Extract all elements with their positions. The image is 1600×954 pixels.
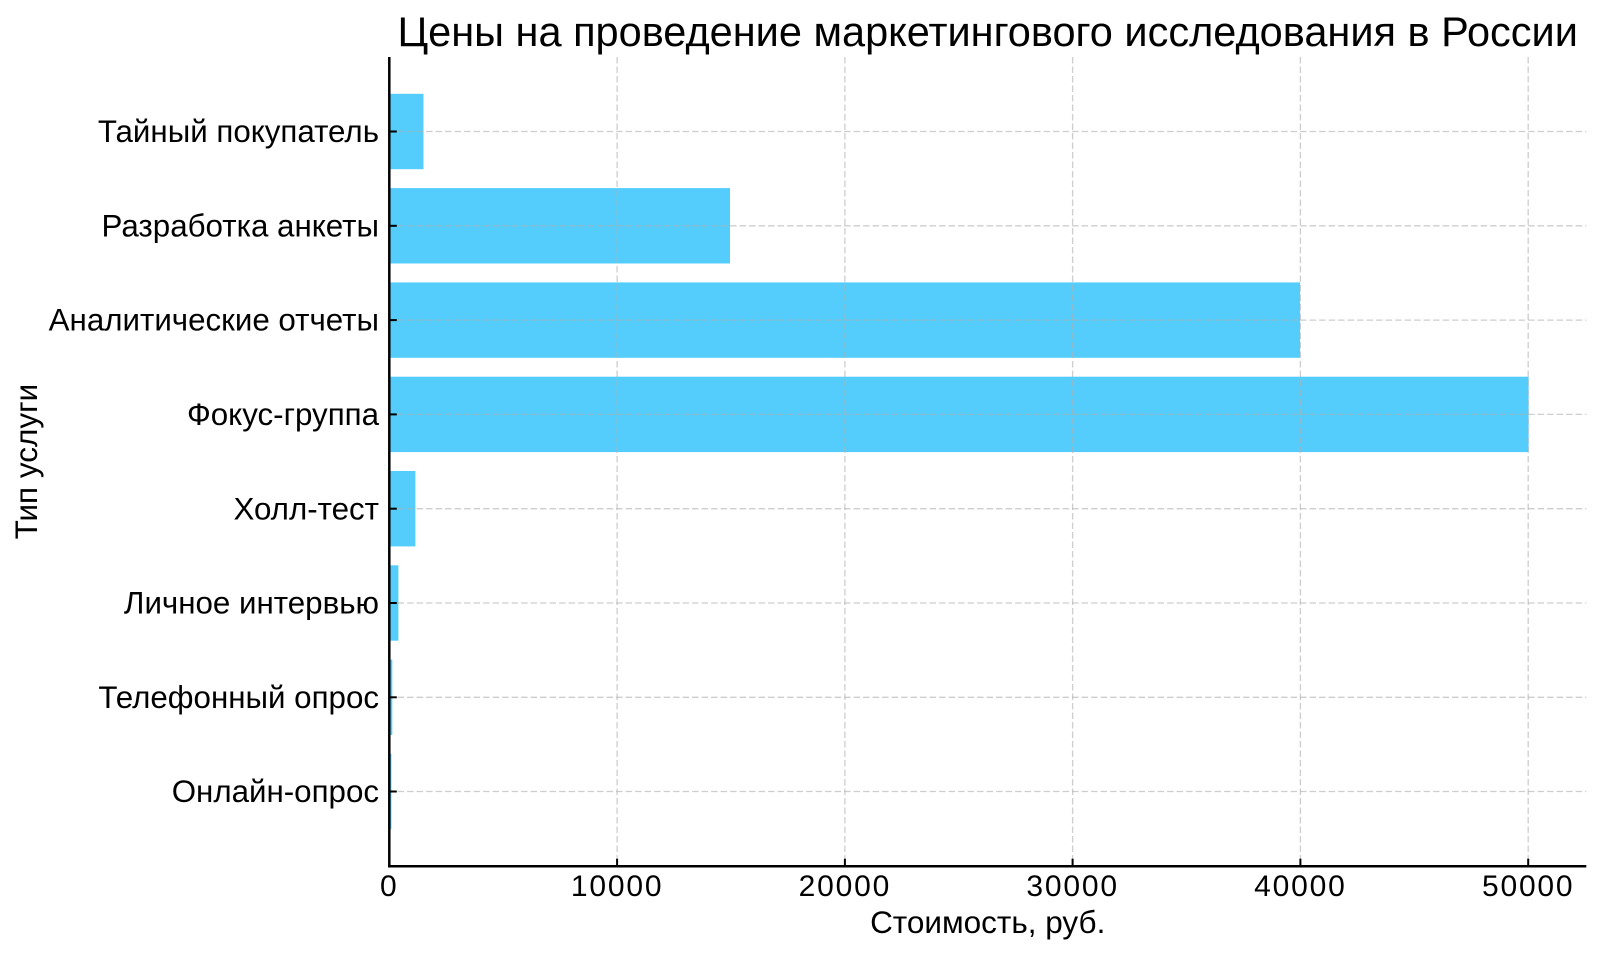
- svg-text:Аналитические отчеты: Аналитические отчеты: [49, 303, 379, 338]
- svg-text:50000: 50000: [1482, 870, 1574, 903]
- svg-text:0: 0: [380, 870, 399, 903]
- svg-text:Холл-тест: Холл-тест: [233, 491, 379, 526]
- svg-text:20000: 20000: [799, 870, 891, 903]
- svg-text:Фокус-группа: Фокус-группа: [187, 397, 380, 432]
- svg-text:Личное интервью: Личное интервью: [124, 586, 379, 621]
- svg-text:30000: 30000: [1026, 870, 1118, 903]
- svg-text:Стоимость, руб.: Стоимость, руб.: [870, 904, 1105, 940]
- svg-text:40000: 40000: [1254, 870, 1346, 903]
- svg-text:Онлайн-опрос: Онлайн-опрос: [172, 774, 379, 809]
- svg-text:Разработка анкеты: Разработка анкеты: [102, 208, 379, 243]
- svg-text:10000: 10000: [571, 870, 663, 903]
- svg-text:Цены на проведение маркетингов: Цены на проведение маркетингового исслед…: [397, 8, 1577, 55]
- svg-text:Тайный покупатель: Тайный покупатель: [98, 114, 379, 149]
- svg-text:Тип услуги: Тип услуги: [8, 384, 44, 540]
- svg-text:Телефонный опрос: Телефонный опрос: [98, 680, 379, 715]
